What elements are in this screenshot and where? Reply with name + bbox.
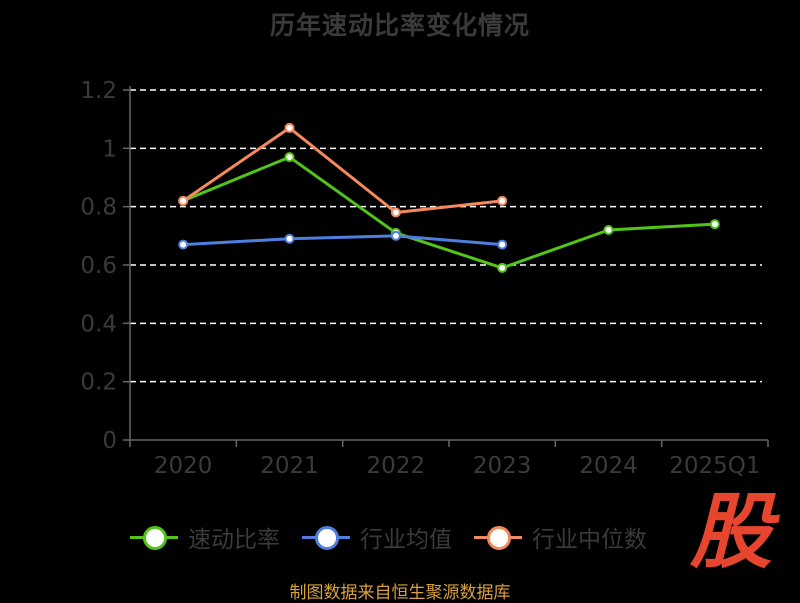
x-tick-label: 2025Q1 [669, 453, 760, 479]
y-tick-label: 0 [102, 428, 117, 454]
y-tick-label: 0.2 [80, 370, 117, 396]
data-point [497, 239, 508, 250]
legend-label: 行业均值 [360, 527, 452, 553]
x-tick-label: 2023 [473, 453, 532, 479]
y-tick-label: 1 [102, 136, 117, 162]
legend-swatch [302, 522, 350, 552]
y-tick-label: 0.4 [80, 311, 117, 337]
legend-item[interactable]: 行业中位数 [474, 520, 647, 554]
legend-swatch [474, 522, 522, 552]
data-point [284, 233, 295, 244]
series-line [182, 126, 503, 214]
data-point [284, 122, 295, 133]
tick-labels: 0 0.2 0.4 0.6 0.8 1 1.2 2020 2021 2022 2023 2024 202… [80, 78, 760, 479]
legend-label: 行业中位数 [532, 527, 647, 553]
x-tick-label: 2020 [154, 453, 213, 479]
data-point [497, 262, 508, 273]
legend-label: 速动比率 [188, 527, 280, 553]
data-point [497, 195, 508, 206]
legend: 速动比率 行业均值 行业中位数 [130, 519, 669, 555]
x-tick-label: 2021 [260, 453, 319, 479]
y-tick-label: 0.6 [80, 253, 117, 279]
legend-item[interactable]: 行业均值 [302, 520, 452, 554]
legend-item[interactable]: 速动比率 [130, 520, 280, 554]
y-tick-label: 1.2 [80, 78, 117, 104]
chart-title: 历年速动比率变化情况 [269, 11, 530, 40]
data-point [603, 225, 614, 235]
y-tick-label: 0.8 [80, 195, 117, 221]
data-point [178, 195, 189, 206]
brand-logo: 股 [690, 485, 772, 580]
series-line [182, 155, 715, 270]
data-point [390, 230, 401, 241]
x-tick-label: 2024 [579, 453, 638, 479]
data-point [390, 207, 401, 218]
axes [123, 86, 769, 447]
data-point [284, 152, 295, 163]
source-note: 制图数据来自恒生聚源数据库 [289, 583, 511, 603]
x-tick-label: 2022 [367, 453, 426, 479]
series-lines [178, 122, 720, 273]
gridlines [130, 89, 762, 383]
data-point [178, 239, 189, 250]
data-point [709, 219, 720, 230]
series-line [183, 234, 503, 247]
legend-swatch [130, 522, 178, 552]
